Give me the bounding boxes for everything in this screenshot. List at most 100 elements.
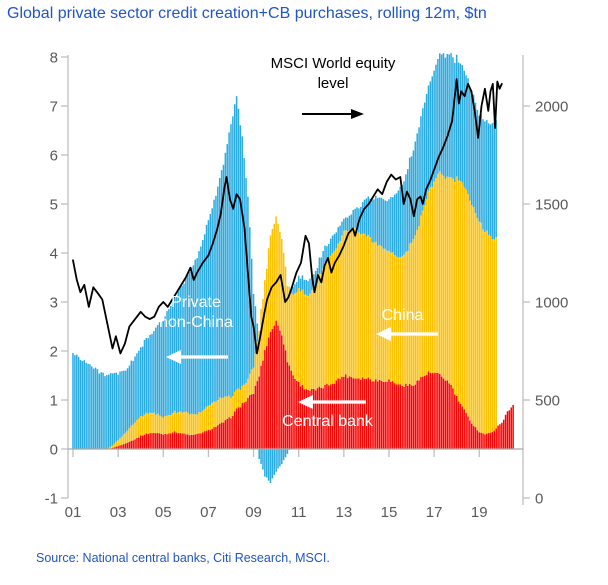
bar-private-non-china	[474, 102, 477, 214]
bar-private-non-china	[235, 96, 238, 390]
bar-private-non-china	[482, 119, 484, 230]
bar-china	[296, 292, 298, 381]
bar-private-non-china	[403, 181, 405, 255]
bar-china	[350, 230, 353, 378]
msci-line	[72, 78, 503, 355]
bar-private-non-china	[405, 174, 407, 252]
bar-china	[213, 401, 215, 428]
bar-private-non-china	[181, 285, 183, 413]
bar-central-bank	[297, 381, 300, 449]
bar-central-bank	[275, 320, 277, 449]
bar-private-non-china	[102, 372, 104, 449]
bar-central-bank	[418, 380, 420, 449]
bar-china	[352, 228, 354, 379]
bar-china	[190, 413, 193, 435]
bar-central-bank	[202, 432, 204, 449]
bar-china	[361, 233, 364, 378]
annotation-text: non-China	[159, 314, 233, 331]
bar-china	[484, 232, 486, 435]
annotation-china: China	[360, 306, 445, 326]
bar-private-non-china	[408, 157, 411, 244]
bar-private-non-china	[207, 220, 210, 406]
bar-private-non-china	[361, 202, 364, 234]
bar-central-bank	[423, 375, 426, 449]
bar-china	[134, 422, 136, 440]
bar-private-non-china-negative	[273, 449, 275, 475]
bar-private-non-china	[433, 70, 435, 182]
bar-central-bank	[416, 380, 418, 449]
left-axis-label: 7	[50, 99, 58, 116]
right-axis-label: 500	[535, 393, 560, 410]
bar-central-bank	[329, 384, 332, 449]
bar-private-non-china	[188, 272, 191, 415]
bar-china	[395, 256, 398, 385]
bar-central-bank	[156, 433, 159, 449]
bar-private-non-china	[324, 245, 326, 264]
bar-china	[245, 383, 247, 402]
bar-china	[170, 414, 172, 434]
x-axis-label: 01	[65, 504, 82, 521]
bar-private-non-china	[190, 267, 193, 414]
bar-private-non-china	[439, 53, 441, 172]
bar-private-non-china	[151, 334, 153, 414]
bar-private-non-china	[435, 64, 437, 178]
bar-central-bank	[243, 402, 245, 449]
bar-central-bank	[311, 388, 313, 449]
bar-private-non-china	[440, 54, 443, 175]
bar-china	[241, 385, 244, 404]
bar-china	[185, 411, 187, 435]
annotation-text: China	[381, 307, 424, 324]
bar-china	[429, 187, 432, 373]
bar-central-bank	[254, 385, 257, 449]
bar-central-bank	[365, 378, 368, 449]
bar-private-non-china	[228, 132, 230, 396]
bar-china	[160, 416, 163, 435]
bar-china	[171, 413, 174, 433]
bar-private-non-china	[170, 306, 172, 415]
bar-china	[397, 257, 400, 385]
bar-central-bank	[343, 376, 345, 449]
bar-central-bank	[380, 380, 383, 449]
annotation-msci-world-equity-level: MSCI World equity level	[238, 54, 428, 94]
bar-china	[162, 417, 165, 435]
bar-central-bank	[217, 425, 219, 449]
bar-central-bank	[271, 328, 274, 449]
bar-china	[254, 353, 257, 386]
bar-central-bank	[247, 398, 249, 449]
bar-central-bank	[403, 386, 405, 449]
bar-central-bank	[326, 383, 328, 449]
bar-china	[224, 396, 227, 421]
bar-china	[390, 252, 392, 382]
bar-private-non-china-negative	[264, 449, 266, 477]
bar-china	[299, 291, 302, 387]
bar-central-bank	[305, 389, 307, 449]
bar-china	[346, 231, 349, 379]
bar-private-non-china	[444, 57, 447, 179]
bar-private-non-china	[480, 114, 482, 223]
bar-china	[226, 396, 228, 419]
bar-central-bank	[369, 379, 371, 449]
bar-private-non-china	[98, 373, 101, 449]
bar-private-non-china	[307, 281, 309, 297]
bar-central-bank	[405, 383, 407, 449]
bar-central-bank	[279, 330, 281, 449]
bar-china	[408, 243, 411, 384]
bar-china	[117, 440, 119, 447]
bar-china	[384, 248, 386, 382]
bar-private-non-china	[83, 360, 86, 449]
bar-central-bank	[472, 426, 475, 449]
bar-private-non-china	[164, 316, 166, 417]
bar-china	[113, 443, 116, 448]
bar-private-non-china	[134, 356, 136, 423]
bar-private-non-china	[350, 214, 353, 231]
bar-central-bank	[256, 381, 259, 449]
bar-china	[151, 413, 153, 434]
bar-central-bank	[213, 427, 215, 449]
bar-private-non-china	[81, 361, 84, 449]
bar-central-bank	[348, 376, 351, 449]
bar-private-non-china	[237, 108, 240, 389]
bar-china	[320, 274, 323, 388]
bar-private-non-china	[429, 81, 432, 188]
bar-private-non-china	[94, 367, 97, 449]
bar-private-non-china-negative	[271, 449, 274, 479]
